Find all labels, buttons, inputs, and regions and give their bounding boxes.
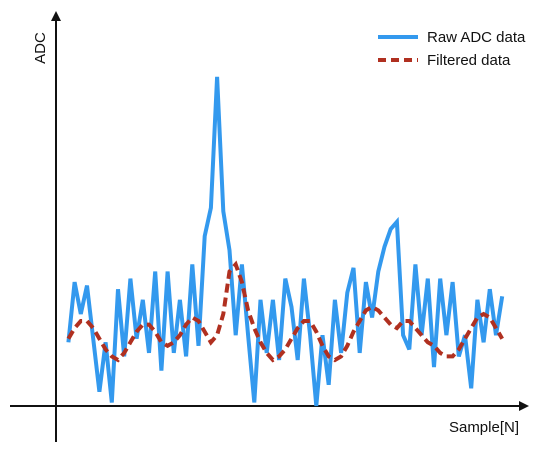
legend-label-filtered: Filtered data [427, 52, 511, 69]
legend-label-raw: Raw ADC data [427, 29, 526, 46]
legend: Raw ADC data Filtered data [378, 29, 526, 69]
y-axis-label: ADC [32, 32, 49, 64]
series-line-filtered [66, 260, 504, 363]
series-line-raw [66, 76, 505, 407]
series-points-raw [67, 76, 503, 407]
x-axis-label: Sample[N] [449, 419, 519, 436]
series-layer [66, 76, 505, 407]
